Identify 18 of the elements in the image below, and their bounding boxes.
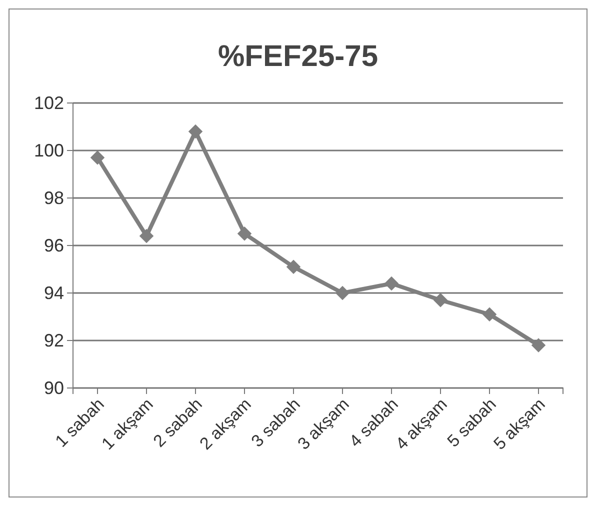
y-tick-label: 100 — [34, 140, 64, 160]
point — [139, 228, 154, 244]
y-tick-label: 90 — [44, 378, 64, 398]
point — [433, 292, 448, 308]
chart-title: %FEF25-75 — [218, 40, 378, 73]
point — [335, 286, 350, 300]
y-tick-label: 96 — [44, 235, 64, 256]
point — [188, 124, 203, 139]
y-tick-label: 102 — [34, 92, 64, 113]
y-tick-label: 98 — [44, 188, 64, 208]
point — [384, 276, 399, 291]
point — [531, 338, 546, 352]
point — [482, 307, 497, 322]
point — [286, 260, 301, 274]
y-tick-label: 92 — [44, 330, 64, 350]
point — [237, 226, 252, 241]
y-tick-label: 94 — [44, 282, 64, 303]
point — [90, 150, 105, 165]
